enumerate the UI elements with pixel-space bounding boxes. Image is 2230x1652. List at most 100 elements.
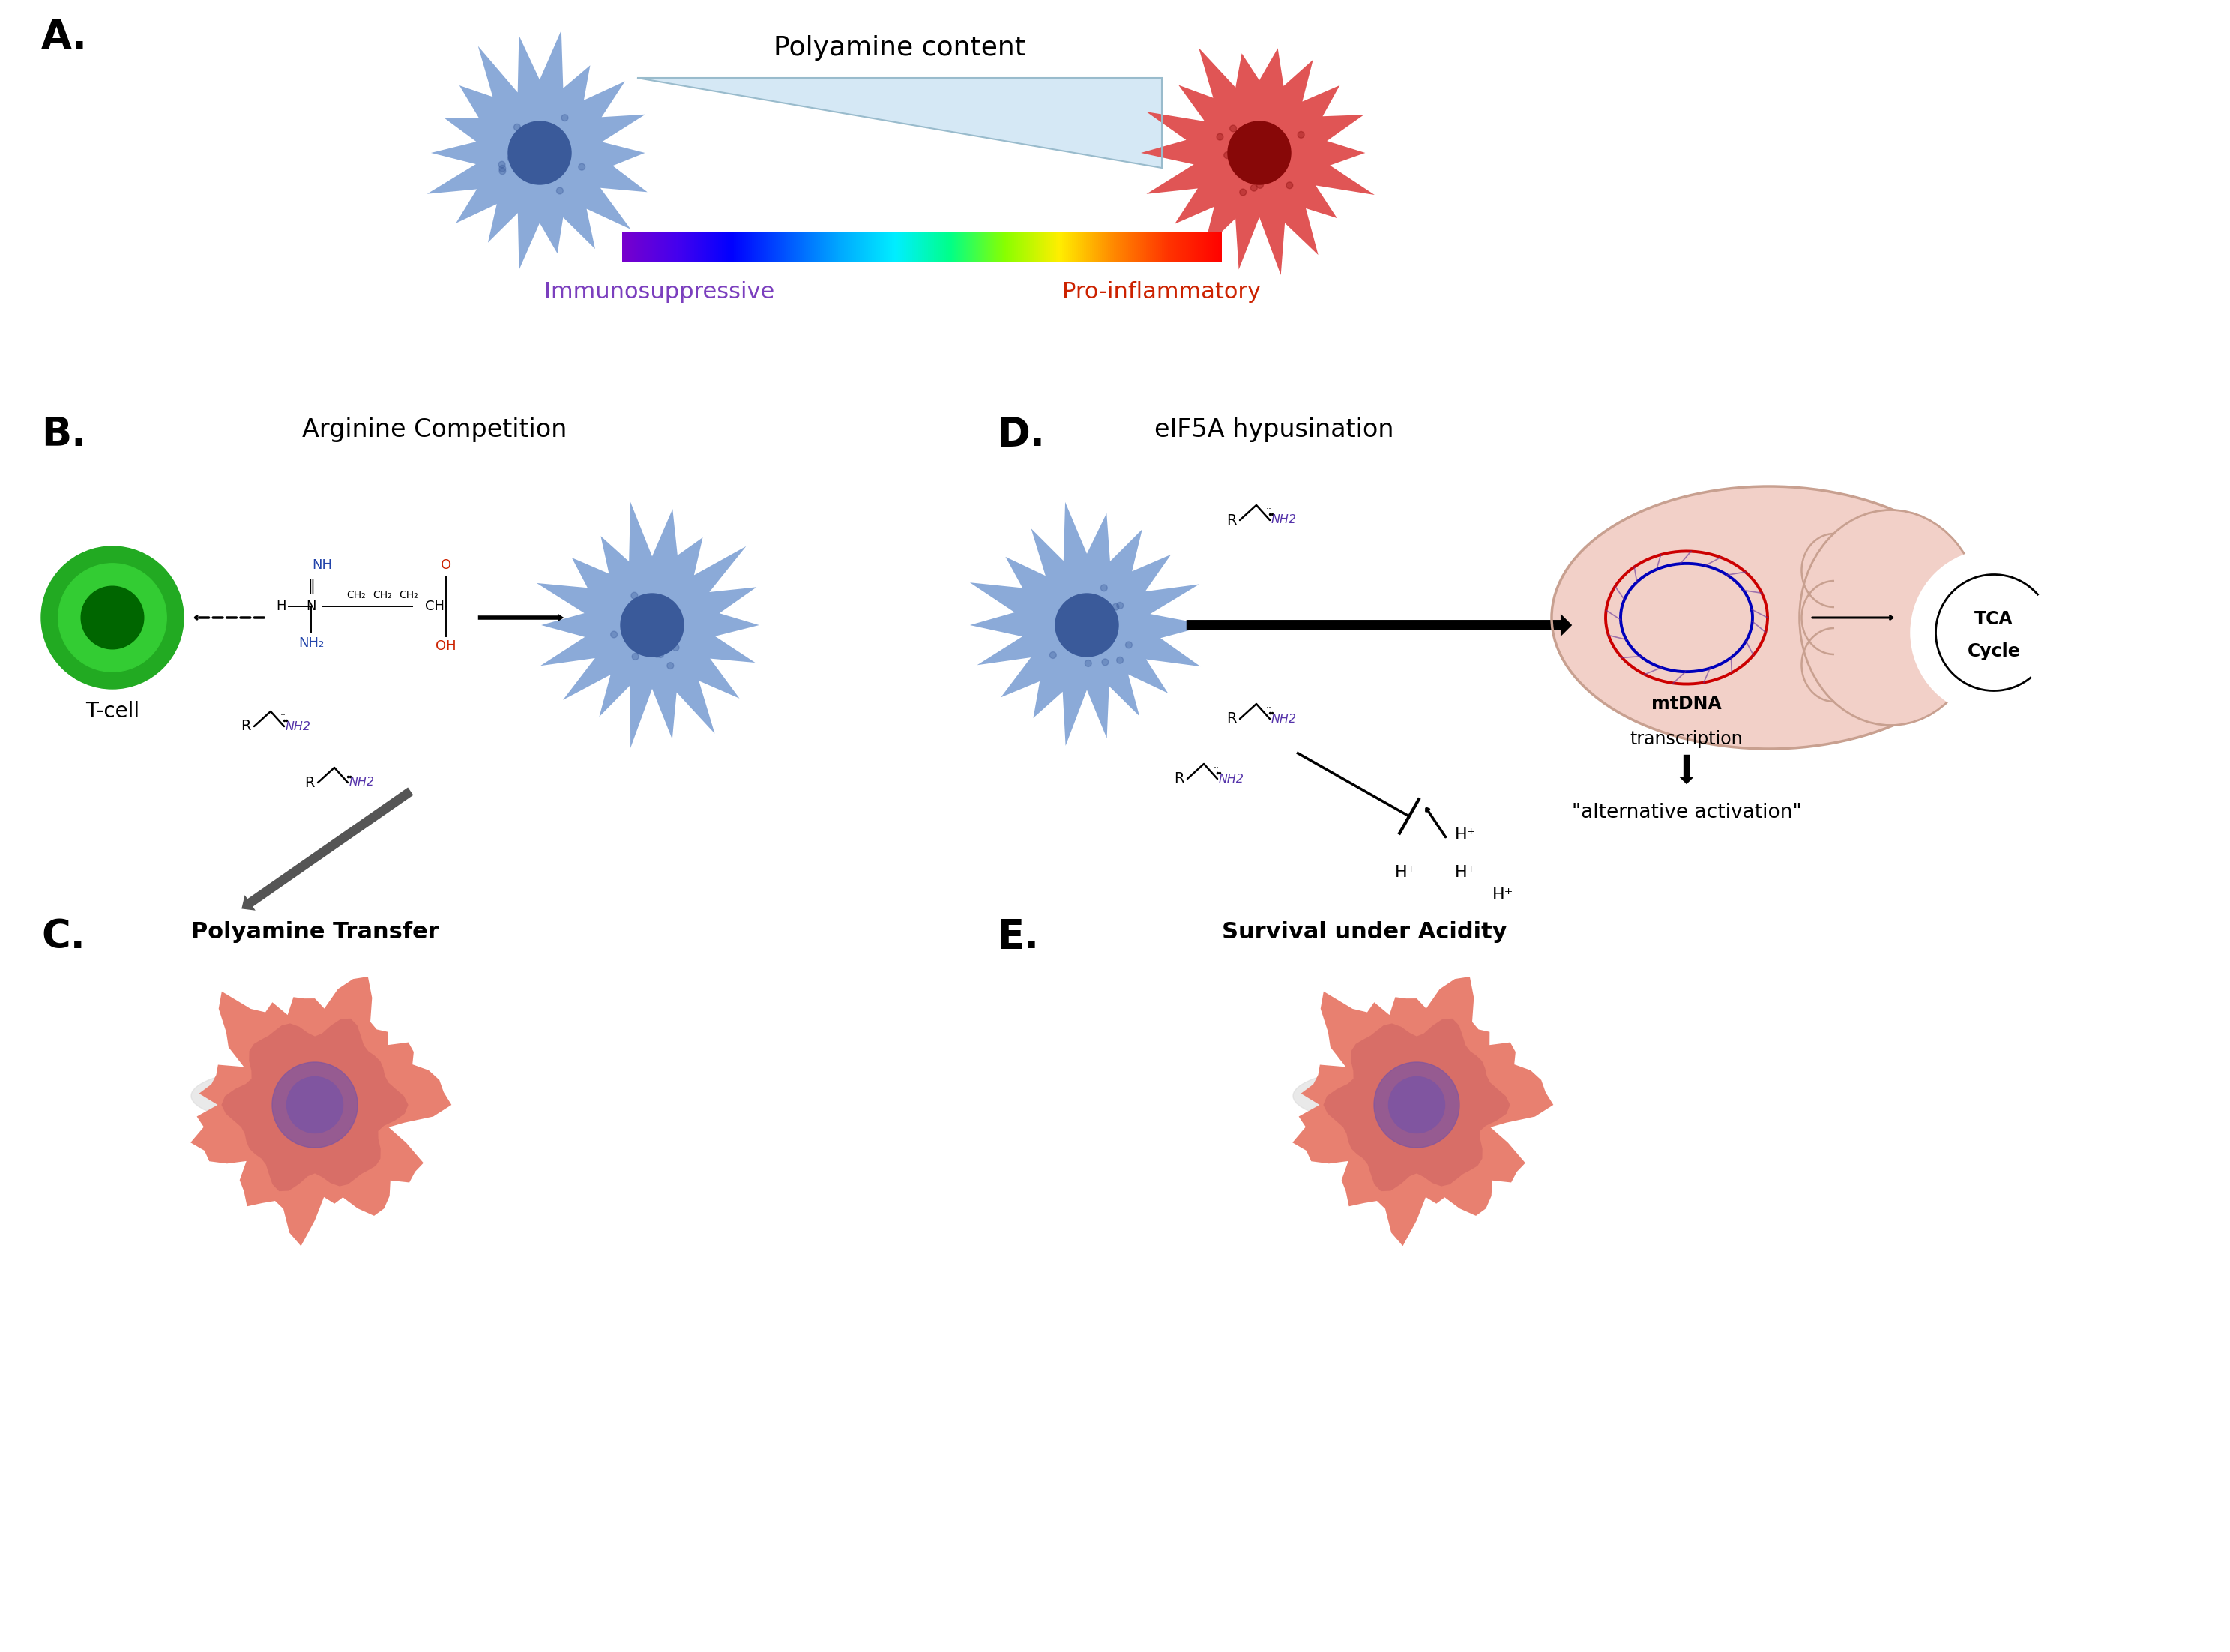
Text: NH2: NH2 bbox=[1271, 714, 1298, 725]
Polygon shape bbox=[1322, 1019, 1510, 1191]
Circle shape bbox=[1255, 149, 1262, 155]
Text: C.: C. bbox=[40, 917, 85, 957]
Circle shape bbox=[562, 114, 569, 121]
Circle shape bbox=[1079, 623, 1086, 629]
Text: N: N bbox=[306, 600, 317, 613]
Text: R: R bbox=[1175, 771, 1184, 786]
Circle shape bbox=[1389, 1077, 1445, 1133]
Circle shape bbox=[667, 662, 673, 669]
Circle shape bbox=[1050, 653, 1057, 659]
Circle shape bbox=[653, 651, 660, 657]
Circle shape bbox=[1240, 188, 1247, 195]
Text: A.: A. bbox=[40, 18, 87, 56]
Text: D.: D. bbox=[997, 415, 1046, 454]
Circle shape bbox=[1086, 661, 1090, 667]
Text: T-cell: T-cell bbox=[85, 700, 140, 722]
Text: R: R bbox=[1227, 712, 1238, 725]
Circle shape bbox=[1251, 185, 1258, 192]
Circle shape bbox=[578, 164, 584, 170]
Text: NH: NH bbox=[312, 558, 332, 572]
Circle shape bbox=[1111, 633, 1117, 639]
Ellipse shape bbox=[1800, 510, 1982, 725]
Polygon shape bbox=[638, 78, 1162, 169]
Polygon shape bbox=[970, 502, 1209, 745]
Ellipse shape bbox=[1552, 486, 1987, 748]
Text: NH2: NH2 bbox=[1220, 773, 1244, 785]
Polygon shape bbox=[221, 1019, 408, 1191]
Text: O: O bbox=[442, 558, 450, 572]
Circle shape bbox=[631, 593, 638, 600]
Ellipse shape bbox=[1293, 1066, 1541, 1127]
Text: NH2: NH2 bbox=[1271, 514, 1298, 525]
Text: ··: ·· bbox=[281, 710, 285, 720]
Circle shape bbox=[658, 651, 665, 657]
Text: Survival under Acidity: Survival under Acidity bbox=[1222, 922, 1507, 943]
Circle shape bbox=[508, 155, 515, 162]
Text: Immunosuppressive: Immunosuppressive bbox=[544, 281, 774, 302]
Circle shape bbox=[1102, 659, 1108, 666]
Text: H⁺: H⁺ bbox=[1394, 866, 1416, 881]
Text: R: R bbox=[306, 775, 314, 790]
Circle shape bbox=[1258, 182, 1264, 188]
Polygon shape bbox=[1293, 976, 1554, 1246]
Text: NH₂: NH₂ bbox=[299, 636, 323, 649]
Text: ··: ·· bbox=[343, 767, 350, 776]
Circle shape bbox=[546, 162, 553, 169]
Circle shape bbox=[1117, 603, 1124, 610]
Circle shape bbox=[1117, 657, 1124, 664]
Circle shape bbox=[611, 631, 618, 638]
Text: E.: E. bbox=[997, 917, 1039, 957]
Circle shape bbox=[500, 162, 506, 169]
Text: NH2: NH2 bbox=[350, 776, 375, 788]
Circle shape bbox=[1229, 126, 1235, 132]
Text: Arginine Competition: Arginine Competition bbox=[303, 418, 566, 443]
Circle shape bbox=[562, 144, 569, 150]
Circle shape bbox=[40, 547, 183, 689]
Circle shape bbox=[631, 653, 638, 659]
Text: CH₂: CH₂ bbox=[346, 590, 366, 600]
Circle shape bbox=[1229, 122, 1291, 185]
Circle shape bbox=[620, 593, 685, 656]
Circle shape bbox=[58, 563, 167, 672]
Text: mtDNA: mtDNA bbox=[1652, 695, 1722, 712]
Text: CH: CH bbox=[426, 600, 444, 613]
Text: TCA: TCA bbox=[1974, 610, 2014, 628]
Circle shape bbox=[1218, 134, 1224, 140]
Text: H⁺: H⁺ bbox=[1454, 866, 1476, 881]
Circle shape bbox=[676, 621, 682, 628]
Text: H⁺: H⁺ bbox=[1492, 887, 1514, 902]
Text: "alternative activation": "alternative activation" bbox=[1572, 803, 1802, 823]
Text: ··: ·· bbox=[1267, 506, 1271, 514]
Polygon shape bbox=[1142, 48, 1374, 274]
Text: H⁺: H⁺ bbox=[1454, 828, 1476, 843]
Text: ··: ·· bbox=[1267, 704, 1271, 714]
Ellipse shape bbox=[192, 1066, 439, 1127]
Circle shape bbox=[1911, 550, 2076, 715]
Text: H: H bbox=[277, 600, 285, 613]
Text: Pro-inflammatory: Pro-inflammatory bbox=[1061, 281, 1262, 302]
Circle shape bbox=[558, 187, 564, 193]
Circle shape bbox=[638, 636, 644, 643]
Circle shape bbox=[673, 644, 680, 651]
Circle shape bbox=[1287, 182, 1293, 188]
Circle shape bbox=[1126, 641, 1133, 648]
Text: R: R bbox=[241, 719, 252, 733]
Text: NH2: NH2 bbox=[285, 720, 310, 732]
Circle shape bbox=[508, 122, 571, 185]
Text: Polyamine Transfer: Polyamine Transfer bbox=[192, 922, 439, 943]
Circle shape bbox=[1264, 155, 1271, 162]
Circle shape bbox=[1055, 593, 1119, 656]
Text: CH₂: CH₂ bbox=[399, 590, 419, 600]
Circle shape bbox=[80, 586, 143, 649]
Text: transcription: transcription bbox=[1630, 730, 1744, 748]
Text: R: R bbox=[1227, 514, 1238, 527]
Circle shape bbox=[1224, 152, 1231, 159]
Circle shape bbox=[1298, 132, 1305, 139]
Circle shape bbox=[1113, 603, 1119, 610]
Text: Cycle: Cycle bbox=[1967, 643, 2020, 661]
Circle shape bbox=[272, 1062, 357, 1148]
Circle shape bbox=[500, 165, 506, 172]
Text: ‖: ‖ bbox=[308, 578, 314, 593]
Text: eIF5A hypusination: eIF5A hypusination bbox=[1155, 418, 1394, 443]
Text: CH₂: CH₂ bbox=[372, 590, 392, 600]
